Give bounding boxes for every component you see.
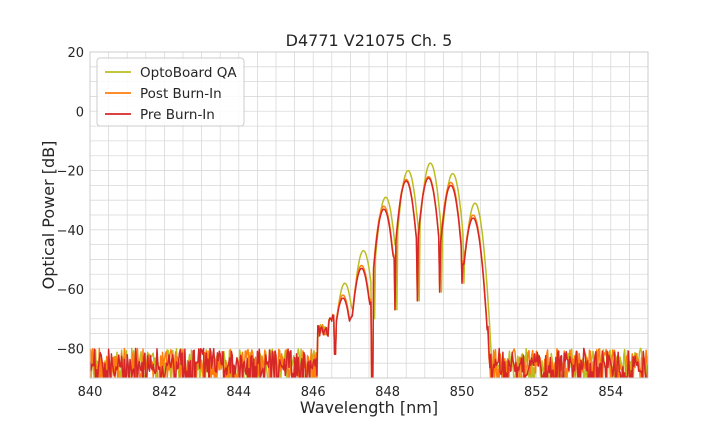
- x-tick-labels: 840 842 844 846 848 850 852 854: [78, 385, 624, 400]
- x-tick-label: 844: [226, 385, 251, 400]
- y-tick-label: −80: [57, 342, 84, 357]
- chart-title: D4771 V21075 Ch. 5: [286, 31, 453, 50]
- legend-box: [96, 57, 245, 127]
- legend-label: OptoBoard QA: [140, 65, 237, 81]
- series-layer: [90, 162, 648, 378]
- series-line: [90, 162, 648, 378]
- y-tick-labels: 20 0 −20 −40 −60 −80: [57, 46, 84, 357]
- x-tick-label: 842: [152, 385, 177, 400]
- legend-label: Pre Burn-In: [140, 107, 215, 123]
- x-tick-label: 852: [524, 385, 549, 400]
- legend-label: Post Burn-In: [140, 86, 222, 102]
- x-tick-label: 854: [598, 385, 623, 400]
- legend: OptoBoard QA Post Burn-In Pre Burn-In: [96, 57, 245, 127]
- y-tick-label: −40: [57, 224, 84, 239]
- x-tick-label: 840: [78, 385, 103, 400]
- y-axis-label: Optical Power [dB]: [39, 141, 58, 290]
- plot-frame: [89, 51, 649, 379]
- y-tick-label: 0: [76, 105, 84, 120]
- x-tick-label: 850: [450, 385, 475, 400]
- y-tick-label: 20: [67, 46, 84, 61]
- series-line: [90, 177, 648, 378]
- y-tick-label: −20: [57, 165, 84, 180]
- x-axis-label: Wavelength [nm]: [300, 398, 438, 417]
- y-tick-label: −60: [57, 283, 84, 298]
- x-tick-label: 848: [375, 385, 400, 400]
- x-tick-label: 846: [301, 385, 326, 400]
